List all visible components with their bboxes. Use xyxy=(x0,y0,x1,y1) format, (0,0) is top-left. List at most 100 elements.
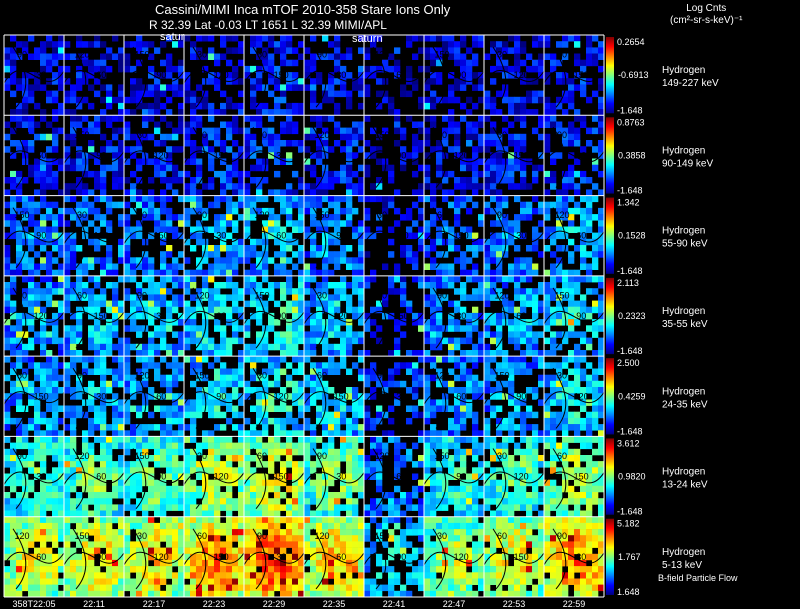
intensity-pixel xyxy=(64,269,71,277)
intensity-pixel xyxy=(436,47,443,54)
intensity-pixel xyxy=(298,485,305,493)
intensity-pixel xyxy=(526,362,533,369)
contour-label: 30 xyxy=(336,472,346,482)
intensity-pixel xyxy=(568,84,575,91)
intensity-pixel xyxy=(400,158,407,165)
intensity-pixel xyxy=(76,473,83,480)
intensity-pixel xyxy=(154,269,161,277)
intensity-pixel xyxy=(130,473,137,480)
intensity-pixel xyxy=(322,207,329,215)
intensity-pixel xyxy=(328,84,335,91)
intensity-pixel xyxy=(76,41,83,48)
intensity-pixel xyxy=(442,356,449,363)
intensity-pixel xyxy=(136,226,143,233)
intensity-pixel xyxy=(418,399,425,406)
intensity-pixel xyxy=(346,127,353,135)
intensity-pixel xyxy=(46,448,53,456)
intensity-pixel xyxy=(400,282,407,289)
intensity-pixel xyxy=(346,263,353,270)
intensity-pixel xyxy=(220,306,227,314)
intensity-pixel xyxy=(16,115,23,122)
intensity-pixel xyxy=(142,121,149,128)
intensity-pixel xyxy=(226,207,233,215)
intensity-pixel xyxy=(508,269,515,277)
intensity-pixel xyxy=(46,331,53,338)
intensity-pixel xyxy=(352,485,359,493)
intensity-pixel xyxy=(64,350,71,357)
intensity-pixel xyxy=(70,350,77,357)
intensity-pixel xyxy=(40,442,47,450)
intensity-pixel xyxy=(100,504,107,511)
intensity-pixel xyxy=(316,251,323,258)
intensity-pixel xyxy=(124,214,131,221)
intensity-pixel xyxy=(34,232,41,240)
intensity-pixel xyxy=(292,306,299,314)
intensity-pixel xyxy=(130,152,137,159)
intensity-pixel xyxy=(274,109,281,116)
intensity-pixel xyxy=(394,319,401,326)
contour-label: 150 xyxy=(454,231,469,241)
intensity-pixel xyxy=(316,282,323,289)
intensity-pixel xyxy=(34,436,41,443)
intensity-pixel xyxy=(484,282,491,289)
intensity-pixel xyxy=(568,90,575,98)
intensity-pixel xyxy=(310,59,317,67)
intensity-pixel xyxy=(394,393,401,400)
intensity-pixel xyxy=(430,405,437,412)
intensity-pixel xyxy=(16,380,23,388)
intensity-pixel xyxy=(538,90,545,98)
intensity-pixel xyxy=(394,504,401,511)
intensity-pixel xyxy=(592,374,599,382)
intensity-pixel xyxy=(124,238,131,246)
intensity-pixel xyxy=(148,288,155,295)
intensity-pixel xyxy=(418,164,425,172)
intensity-pixel xyxy=(580,337,587,345)
intensity-pixel xyxy=(472,306,479,314)
intensity-pixel xyxy=(310,189,317,196)
intensity-pixel xyxy=(136,350,143,357)
intensity-pixel xyxy=(178,263,185,270)
intensity-pixel xyxy=(10,442,17,450)
intensity-pixel xyxy=(532,387,539,394)
intensity-pixel xyxy=(316,183,323,190)
intensity-pixel xyxy=(274,362,281,369)
intensity-pixel xyxy=(184,96,191,104)
contour-line xyxy=(243,230,305,244)
intensity-pixel xyxy=(100,393,107,400)
intensity-pixel xyxy=(124,368,131,375)
intensity-pixel xyxy=(142,467,149,474)
intensity-pixel xyxy=(172,473,179,480)
intensity-pixel xyxy=(376,337,383,345)
intensity-pixel xyxy=(268,442,275,450)
intensity-pixel xyxy=(58,337,65,345)
intensity-pixel xyxy=(136,312,143,320)
intensity-pixel xyxy=(550,343,557,351)
intensity-pixel xyxy=(514,424,521,431)
intensity-pixel xyxy=(292,343,299,351)
intensity-pixel xyxy=(526,331,533,338)
intensity-pixel xyxy=(10,325,17,332)
intensity-pixel xyxy=(292,220,299,227)
intensity-pixel xyxy=(196,448,203,456)
intensity-pixel xyxy=(82,214,89,221)
intensity-pixel xyxy=(10,183,17,190)
intensity-pixel xyxy=(406,300,413,308)
intensity-pixel xyxy=(322,300,329,308)
intensity-pixel xyxy=(40,448,47,456)
intensity-pixel xyxy=(40,350,47,357)
intensity-pixel xyxy=(160,473,167,480)
intensity-pixel xyxy=(82,479,89,487)
intensity-pixel xyxy=(562,430,569,437)
intensity-pixel xyxy=(394,275,401,283)
intensity-pixel xyxy=(430,294,437,301)
contour-line xyxy=(492,127,507,188)
intensity-pixel xyxy=(328,504,335,511)
intensity-pixel xyxy=(298,220,305,227)
contour-label: 90 xyxy=(156,472,166,482)
intensity-pixel xyxy=(418,485,425,493)
intensity-pixel xyxy=(454,177,461,184)
intensity-pixel xyxy=(292,263,299,270)
intensity-pixel xyxy=(340,350,347,357)
intensity-pixel xyxy=(544,207,551,215)
intensity-pixel xyxy=(562,177,569,184)
